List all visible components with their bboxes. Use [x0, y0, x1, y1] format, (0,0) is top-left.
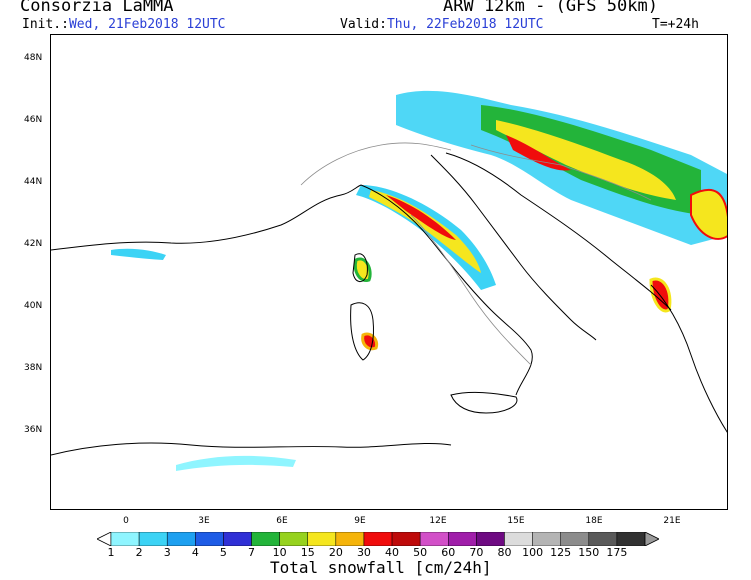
border-alps [300, 142, 452, 186]
colorbar-swatch [363, 532, 393, 546]
snow-band-apennines [356, 185, 496, 290]
colorbar [97, 532, 659, 546]
colorbar-swatch [110, 532, 140, 546]
lat-label: 40N [24, 301, 43, 311]
colorbar-level-label: 100 [522, 546, 544, 559]
colorbar-level-label: 15 [300, 546, 315, 559]
lon-label: 15E [507, 516, 525, 526]
coast-italy-west [360, 184, 533, 396]
snow-band-balkans-red [506, 135, 571, 171]
snow-band-apennines-yellow [369, 190, 481, 273]
init-value: Wed, 21Feb2018 12UTC [68, 17, 226, 32]
colorbar-level-label: 3 [163, 546, 171, 559]
colorbar-swatches [110, 532, 646, 546]
colorbar-swatch [560, 532, 590, 546]
coast-greece [650, 284, 727, 433]
colorbar-swatch [279, 532, 308, 546]
lon-label: 3E [198, 516, 210, 526]
lat-label: 42N [24, 239, 43, 249]
lon-label: 18E [585, 516, 603, 526]
init-label: Init.: [22, 17, 69, 32]
valid-time: Valid:Thu, 22Feb2018 12UTC [340, 17, 544, 32]
lon-label: 6E [276, 516, 288, 526]
coast-sicily [450, 391, 518, 414]
colorbar-swatch [419, 532, 449, 546]
snow-sardinia [361, 332, 379, 351]
colorbar-swatch [448, 532, 477, 546]
snow-spain-patch [111, 248, 166, 260]
colorbar-level-label: 80 [497, 546, 512, 559]
lon-label: 12E [429, 516, 447, 526]
coastlines [51, 152, 727, 456]
colorbar-level-label: 4 [191, 546, 199, 559]
colorbar-level-label: 125 [550, 546, 572, 559]
colorbar-swatch [195, 532, 224, 546]
snow-east-edge [690, 188, 727, 240]
coast-adriatic-east [445, 152, 672, 311]
model-title: ARW 12km - (GFS 50km) [443, 0, 658, 16]
lon-label: 9E [354, 516, 366, 526]
colorbar-swatch [504, 532, 533, 546]
snowfall-map [51, 90, 727, 471]
colorbar-swatch [391, 532, 421, 546]
border-italy-regions [410, 214, 532, 366]
colorbar-level-label: 70 [469, 546, 484, 559]
colorbar-level-label: 1 [107, 546, 115, 559]
colorbar-swatch [307, 532, 337, 546]
snow-corsica [353, 257, 372, 283]
colorbar-level-label: 40 [385, 546, 400, 559]
map-panel [50, 34, 728, 510]
colorbar-swatch [588, 532, 618, 546]
lat-label: 36N [24, 425, 43, 435]
colorbar-swatch [335, 532, 365, 546]
coast-italy-east [430, 154, 597, 341]
coast-corsica [352, 253, 368, 282]
valid-label: Valid: [340, 17, 387, 32]
init-time: Init.:Wed, 21Feb2018 12UTC [22, 17, 226, 32]
lat-label: 44N [24, 177, 43, 187]
country-borders [300, 142, 652, 366]
colorbar-level-label: 30 [356, 546, 371, 559]
colorbar-level-label: 2 [135, 546, 143, 559]
colorbar-level-label: 10 [272, 546, 287, 559]
colorbar-level-label: 7 [248, 546, 256, 559]
lon-label: 0 [123, 516, 129, 526]
colorbar-left-arrow [97, 532, 112, 546]
colorbar-level-label: 50 [413, 546, 428, 559]
valid-value: Thu, 22Feb2018 12UTC [386, 17, 544, 32]
colorbar-swatch [251, 532, 280, 546]
colorbar-swatch [223, 532, 252, 546]
snow-africa-patch [176, 455, 296, 471]
colorbar-level-label: 20 [328, 546, 343, 559]
colorbar-swatch [532, 532, 561, 546]
lat-label: 38N [24, 363, 43, 373]
lon-label: 21E [663, 516, 681, 526]
snow-band-balkans-yellow [496, 120, 676, 200]
colorbar-level-label: 60 [441, 546, 456, 559]
colorbar-right-arrow [644, 532, 659, 546]
colorbar-swatch [138, 532, 168, 546]
coast-france-spain [51, 184, 362, 251]
source-title: Consorzia LaMMA [20, 0, 174, 16]
colorbar-swatch [616, 532, 646, 546]
colorbar-title: Total snowfall [cm/24h] [270, 558, 492, 577]
colorbar-level-label: 5 [219, 546, 227, 559]
colorbar-level-label: 150 [578, 546, 600, 559]
colorbar-level-label: 175 [606, 546, 628, 559]
border-balkans [470, 144, 652, 201]
colorbar-swatch [166, 532, 196, 546]
colorbar-swatch [476, 532, 505, 546]
coast-north-africa [51, 442, 452, 456]
snow-band-apennines-red [386, 195, 456, 240]
snowfall-field [111, 90, 727, 471]
lat-label: 46N [24, 115, 43, 125]
timestep: T=+24h [652, 17, 699, 32]
lat-label: 48N [24, 53, 43, 63]
coast-sardinia [350, 302, 374, 361]
